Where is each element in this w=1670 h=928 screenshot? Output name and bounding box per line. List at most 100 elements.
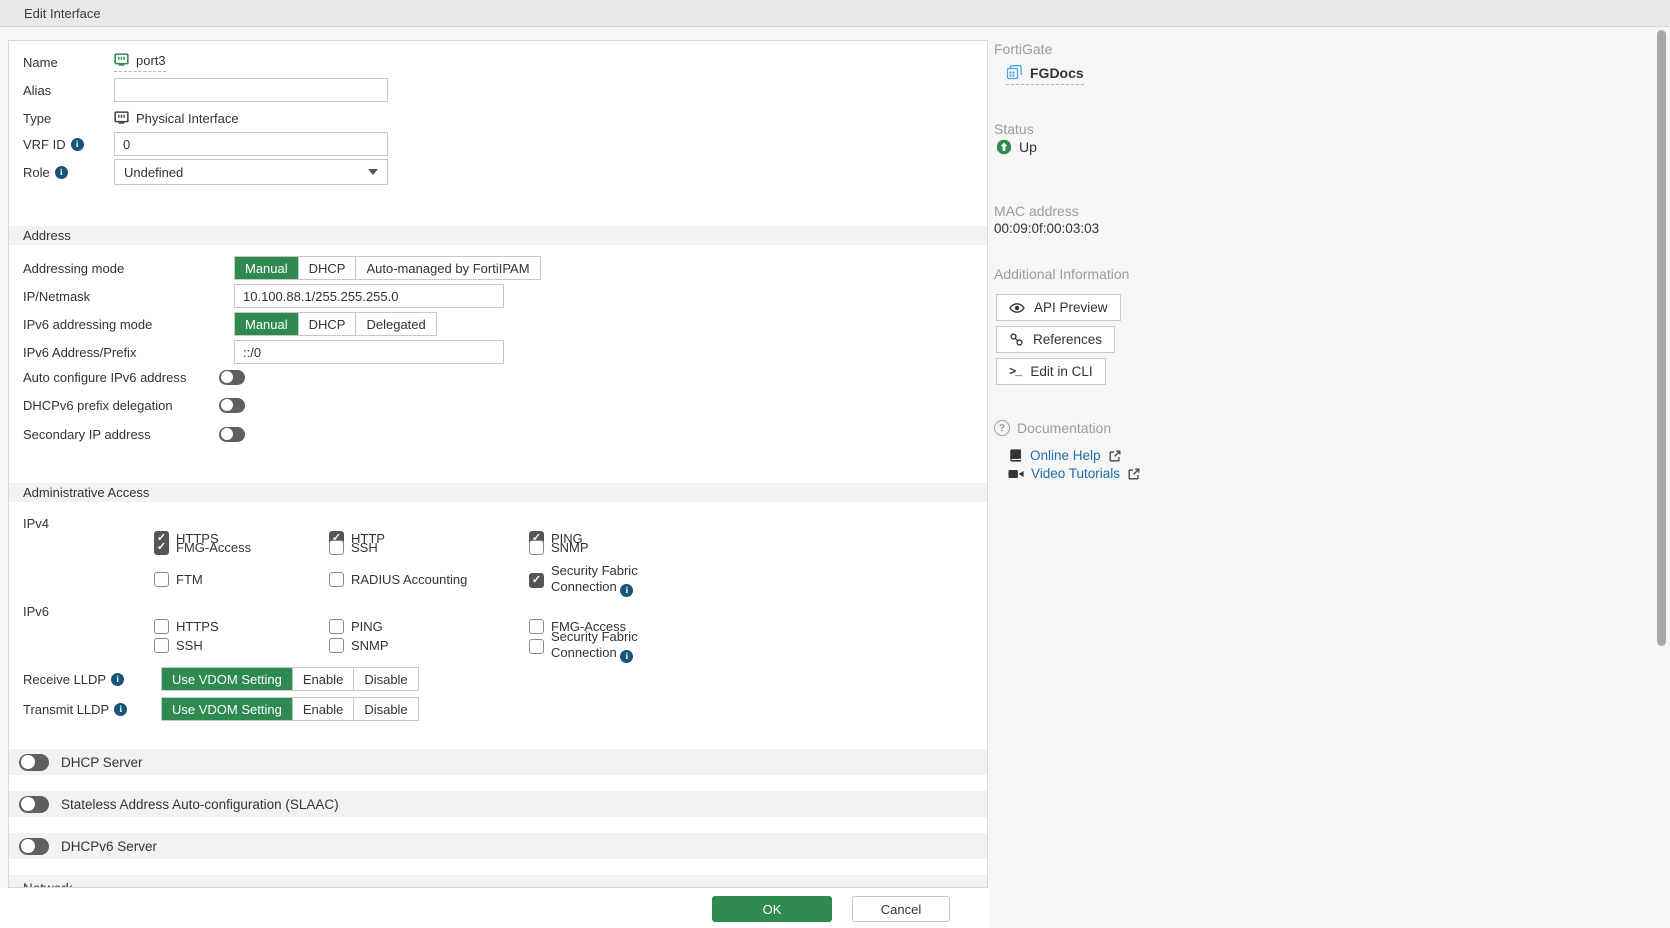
external-link-icon xyxy=(1127,467,1141,481)
addressing-mode-option-dhcp[interactable]: DHCP xyxy=(297,257,356,279)
name-row: Name port3 xyxy=(23,51,166,73)
edit-in-cli-label: Edit in CLI xyxy=(1030,364,1093,379)
addressing-mode-option-fortiipam[interactable]: Auto-managed by FortiIPAM xyxy=(355,257,539,279)
status-row: Up xyxy=(996,139,1037,155)
dhcpv6-server-toggle[interactable] xyxy=(19,837,49,855)
addressing-mode-segmented: Manual DHCP Auto-managed by FortiIPAM xyxy=(234,256,541,280)
receive-lldp-row: Receive LLDP Use VDOM Setting Enable Dis… xyxy=(23,667,419,691)
device-row[interactable]: FGDocs xyxy=(1006,64,1084,85)
checkbox-label: HTTP xyxy=(351,531,385,546)
type-row: Type Physical Interface xyxy=(23,107,239,129)
ipv6-mode-option-manual[interactable]: Manual xyxy=(235,313,298,335)
ipv6-mode-option-delegated[interactable]: Delegated xyxy=(355,313,435,335)
info-icon[interactable] xyxy=(620,650,634,664)
vertical-scrollbar[interactable] xyxy=(1657,30,1666,646)
admin-access-section-title: Administrative Access xyxy=(23,485,150,500)
checkbox-ipv6-fmg-access[interactable] xyxy=(529,619,544,634)
terminal-icon: >_ xyxy=(1009,364,1022,379)
video-tutorials-link[interactable]: Video Tutorials xyxy=(1031,466,1121,481)
ok-button[interactable]: OK xyxy=(712,896,832,922)
secondary-ip-row: Secondary IP address xyxy=(23,426,245,442)
ipv4-label: IPv4 xyxy=(23,516,50,531)
role-row: Role Undefined xyxy=(23,159,388,185)
physical-interface-icon xyxy=(114,111,129,125)
info-icon[interactable] xyxy=(114,702,128,716)
checkbox-label: RADIUS Accounting xyxy=(351,572,468,587)
vrf-label: VRF ID xyxy=(23,136,66,152)
receive-lldp-label: Receive LLDP xyxy=(23,671,107,687)
transmit-lldp-enable[interactable]: Enable xyxy=(291,698,353,720)
transmit-lldp-use-vdom[interactable]: Use VDOM Setting xyxy=(162,698,292,720)
transmit-lldp-disable[interactable]: Disable xyxy=(353,698,417,720)
checkbox-label: PING xyxy=(551,531,583,546)
ipv6-addressing-mode-row: IPv6 addressing mode Manual DHCP Delegat… xyxy=(23,312,437,336)
fortigate-label: FortiGate xyxy=(994,41,1053,57)
fortigate-device-icon xyxy=(1006,64,1023,81)
ipv6-addressing-mode-segmented: Manual DHCP Delegated xyxy=(234,312,437,336)
dhcpv6-prefix-label: DHCPv6 prefix delegation xyxy=(23,397,173,413)
references-button[interactable]: References xyxy=(996,326,1116,353)
info-icon[interactable] xyxy=(111,672,125,686)
slaac-section: Stateless Address Auto-configuration (SL… xyxy=(9,791,987,817)
info-icon[interactable] xyxy=(54,165,68,179)
addressing-mode-option-manual[interactable]: Manual xyxy=(235,257,298,279)
receive-lldp-use-vdom[interactable]: Use VDOM Setting xyxy=(162,668,292,690)
receive-lldp-segmented: Use VDOM Setting Enable Disable xyxy=(161,667,419,691)
slaac-toggle[interactable] xyxy=(19,795,49,813)
checkbox-ipv4-radius-accounting[interactable] xyxy=(329,572,344,587)
checkbox-label: SSH xyxy=(351,540,378,555)
interface-name-value[interactable]: port3 xyxy=(114,53,166,72)
dhcpv6-prefix-toggle[interactable] xyxy=(219,397,245,413)
dhcp-server-toggle[interactable] xyxy=(19,753,49,771)
documentation-header: ? Documentation xyxy=(994,420,1111,436)
ipv4-access-row-2: FMG-Access SSH SNMP xyxy=(23,540,973,558)
checkbox-label: Security Fabric Connection xyxy=(551,629,638,661)
checkbox-ipv4-snmp[interactable] xyxy=(529,540,544,555)
ip-netmask-row: IP/Netmask xyxy=(23,284,504,308)
dhcpv6-server-label: DHCPv6 Server xyxy=(61,838,158,854)
checkbox-ipv6-ssh[interactable] xyxy=(154,638,169,653)
info-icon[interactable] xyxy=(70,137,84,151)
interface-name-text: port3 xyxy=(136,52,166,68)
addressing-mode-row: Addressing mode Manual DHCP Auto-managed… xyxy=(23,256,541,280)
alias-input[interactable] xyxy=(114,78,388,102)
cancel-button[interactable]: Cancel xyxy=(852,896,950,922)
receive-lldp-disable[interactable]: Disable xyxy=(353,668,417,690)
ipv6-access-row-2: SSH SNMP Security Fabric Connection xyxy=(23,629,973,665)
type-value: Physical Interface xyxy=(136,110,239,126)
receive-lldp-enable[interactable]: Enable xyxy=(291,668,353,690)
alias-label: Alias xyxy=(23,82,52,98)
admin-access-section-header: Administrative Access xyxy=(9,483,987,502)
checkbox-ipv6-https[interactable] xyxy=(154,619,169,634)
role-select[interactable]: Undefined xyxy=(114,159,388,185)
dhcp-server-label: DHCP Server xyxy=(61,754,143,770)
ethernet-port-icon xyxy=(114,53,129,67)
question-circle-icon: ? xyxy=(994,420,1010,436)
edit-in-cli-button[interactable]: >_ Edit in CLI xyxy=(996,358,1106,385)
ipv6-address-input[interactable] xyxy=(234,340,504,364)
api-preview-button[interactable]: API Preview xyxy=(996,294,1121,321)
checkbox-ipv6-security-fabric[interactable] xyxy=(529,638,544,654)
secondary-ip-toggle[interactable] xyxy=(219,426,245,442)
checkbox-ipv4-security-fabric[interactable] xyxy=(529,572,544,588)
online-help-link[interactable]: Online Help xyxy=(1030,448,1101,463)
info-icon[interactable] xyxy=(620,584,634,598)
checkbox-ipv6-snmp[interactable] xyxy=(329,638,344,653)
ipv6-mode-option-dhcp[interactable]: DHCP xyxy=(297,313,356,335)
auto-configure-ipv6-toggle[interactable] xyxy=(219,369,245,385)
checkbox-ipv4-ssh[interactable] xyxy=(329,540,344,555)
dhcpv6-server-section: DHCPv6 Server xyxy=(9,833,987,859)
checkbox-ipv4-ftm[interactable] xyxy=(154,572,169,587)
checkbox-label: FMG-Access xyxy=(551,619,627,634)
name-label: Name xyxy=(23,54,58,70)
checkbox-ipv4-fmg-access[interactable] xyxy=(154,540,169,555)
page-title-bar: Edit Interface xyxy=(0,0,1670,27)
vrf-id-input[interactable] xyxy=(114,132,388,156)
ip-netmask-input[interactable] xyxy=(234,284,504,308)
checkbox-ipv6-ping[interactable] xyxy=(329,619,344,634)
addressing-mode-label: Addressing mode xyxy=(23,260,125,276)
checkbox-label: Security Fabric Connection xyxy=(551,563,638,595)
transmit-lldp-row: Transmit LLDP Use VDOM Setting Enable Di… xyxy=(23,697,419,721)
ip-netmask-label: IP/Netmask xyxy=(23,288,91,304)
device-name: FGDocs xyxy=(1030,64,1084,81)
